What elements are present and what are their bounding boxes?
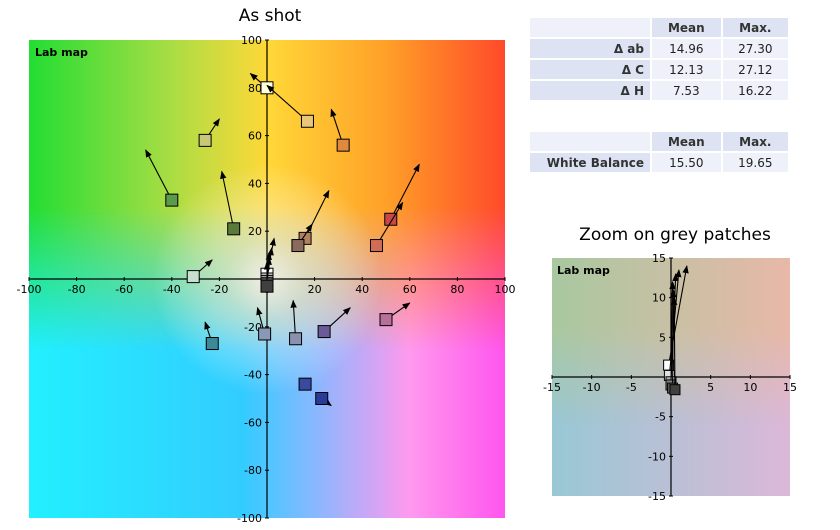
color-patch-marker (669, 384, 681, 396)
color-patch-marker (205, 337, 219, 351)
row-mean: 14.96 (652, 39, 721, 58)
x-tick-label: -20 (210, 283, 228, 296)
row-mean: 15.50 (652, 153, 721, 172)
color-patch-marker (227, 222, 241, 236)
y-tick-label: 80 (248, 82, 262, 95)
table-row: Δ ab 14.96 27.30 (530, 39, 788, 58)
zoom-tick-labels: -15-10-505101515105-5-10-15 (543, 252, 797, 503)
x-tick-label: 100 (495, 283, 516, 296)
table-row: White Balance 15.50 19.65 (530, 153, 788, 172)
delta-table: Mean Max. Δ ab 14.96 27.30 Δ C 12.13 27.… (528, 16, 790, 102)
color-patch-marker (260, 81, 274, 95)
header-max: Max. (722, 18, 788, 37)
color-patch-marker (186, 270, 200, 284)
table-row: Δ H 7.53 16.22 (530, 81, 788, 100)
delta-table-header: Mean Max. (530, 18, 788, 37)
header-mean: Mean (652, 132, 721, 151)
x-tick-label: 5 (707, 381, 714, 394)
y-tick-label: 10 (652, 292, 666, 305)
header-blank (530, 132, 650, 151)
header-blank (530, 18, 650, 37)
color-patch-marker (336, 138, 350, 152)
x-tick-label: -10 (583, 381, 601, 394)
error-arrow (376, 201, 404, 246)
main-data-marks (145, 72, 420, 407)
color-patch-marker (369, 239, 383, 253)
x-tick-label: 80 (450, 283, 464, 296)
y-tick-label: -40 (244, 369, 262, 382)
x-tick-label: -80 (68, 283, 86, 296)
row-label: White Balance (530, 153, 650, 172)
color-patch-marker (258, 327, 272, 341)
color-patch-marker (315, 392, 329, 405)
wb-table-header: Mean Max. (530, 132, 788, 151)
x-tick-label: -5 (626, 381, 637, 394)
color-patch-marker (165, 193, 179, 207)
table-row: Δ C 12.13 27.12 (530, 60, 788, 79)
error-arrow (266, 84, 308, 122)
error-arrow (671, 296, 678, 390)
x-tick-label: 40 (355, 283, 369, 296)
color-patch-marker (198, 133, 212, 147)
error-arrow (390, 163, 420, 220)
x-tick-label: -60 (115, 283, 133, 296)
y-tick-label: -60 (244, 416, 262, 429)
y-tick-label: 100 (241, 34, 262, 47)
color-patch-marker (317, 325, 331, 339)
zoom-chart-title: Zoom on grey patches (579, 225, 771, 245)
y-tick-label: 60 (248, 130, 262, 143)
header-max: Max. (722, 132, 788, 151)
main-map-label: Lab map (35, 46, 88, 59)
row-label: Δ H (530, 81, 650, 100)
x-tick-label: 20 (308, 283, 322, 296)
y-tick-label: 15 (652, 252, 666, 265)
header-mean: Mean (652, 18, 721, 37)
row-label: Δ ab (530, 39, 650, 58)
y-tick-label: -5 (655, 411, 666, 424)
main-tick-labels: -100-80-60-40-2002040608010010080604020-… (17, 34, 516, 525)
color-patch-marker (379, 313, 393, 327)
row-mean: 7.53 (652, 81, 721, 100)
x-tick-label: -15 (543, 381, 561, 394)
y-tick-label: -80 (244, 464, 262, 477)
row-mean: 12.13 (652, 60, 721, 79)
row-max: 19.65 (722, 153, 788, 172)
x-tick-label: -40 (163, 283, 181, 296)
y-tick-label: -10 (648, 450, 666, 463)
y-tick-label: 20 (248, 225, 262, 238)
color-patch-marker (298, 377, 312, 391)
color-patch-marker (260, 279, 274, 293)
y-tick-label: -100 (237, 512, 262, 525)
error-arrow (145, 149, 173, 201)
x-tick-label: 10 (743, 381, 757, 394)
white-balance-table: Mean Max. White Balance 15.50 19.65 (528, 130, 790, 174)
x-tick-label: 60 (403, 283, 417, 296)
zoom-data-marks (663, 265, 689, 396)
row-max: 27.12 (722, 60, 788, 79)
row-max: 27.30 (722, 39, 788, 58)
y-tick-label: -15 (648, 490, 666, 503)
error-arrow (220, 170, 235, 229)
main-chart-title: As shot (238, 6, 302, 26)
zoom-map-label: Lab map (557, 264, 610, 277)
error-arrow (670, 288, 677, 389)
row-label: Δ C (530, 60, 650, 79)
y-tick-label: 40 (248, 177, 262, 190)
x-tick-label: 15 (783, 381, 797, 394)
color-patch-marker (289, 332, 303, 346)
y-tick-label: -20 (244, 321, 262, 334)
row-max: 16.22 (722, 81, 788, 100)
y-tick-label: 5 (659, 331, 666, 344)
color-patch-marker (300, 114, 314, 128)
color-patch-marker (291, 239, 305, 253)
x-tick-label: -100 (17, 283, 42, 296)
